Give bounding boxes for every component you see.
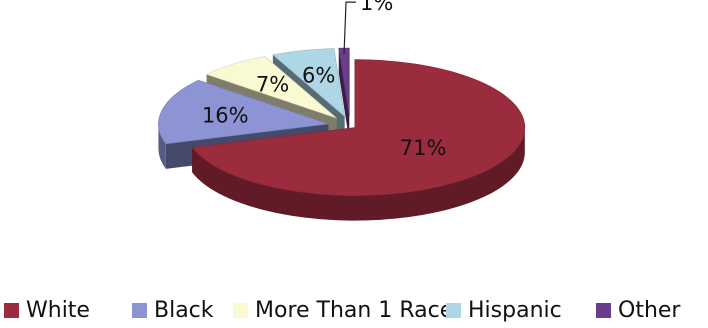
legend-swatch-more-than-1-race: [233, 303, 248, 318]
legend: White Black More Than 1 Race Hispanic Ot…: [0, 296, 708, 328]
data-label-more-than-1-race: 7%: [256, 73, 289, 97]
data-label-white: 71%: [400, 136, 447, 160]
pie-slice-more-than-1-race: [205, 56, 337, 119]
legend-label-hispanic: Hispanic: [468, 298, 562, 323]
legend-item-more-than-1-race: More Than 1 Race: [233, 298, 453, 323]
data-label-hispanic: 6%: [302, 64, 335, 88]
legend-label-other: Other: [618, 298, 681, 323]
pie-tops: [158, 47, 526, 196]
data-label-black: 16%: [202, 104, 249, 128]
legend-label-more-than-1-race: More Than 1 Race: [255, 298, 454, 323]
pie-slice-black: [158, 79, 329, 145]
pie-slice-hispanic: [272, 48, 346, 118]
legend-label-white: White: [26, 298, 90, 323]
legend-item-white: White: [4, 298, 90, 323]
leader-line-other: [343, 1, 357, 55]
legend-item-hispanic: Hispanic: [446, 298, 562, 323]
legend-item-other: Other: [596, 298, 680, 323]
legend-swatch-other: [596, 303, 611, 318]
data-label-other: 1%: [360, 0, 393, 15]
pie-slice-white: [191, 59, 526, 196]
pie-labels: 71% 16% 7% 6% 1%: [202, 0, 447, 160]
legend-swatch-white: [4, 303, 19, 318]
pie-svg: 71% 16% 7% 6% 1%: [158, 0, 526, 221]
legend-item-black: Black: [132, 298, 214, 323]
pie-side-other: [338, 48, 350, 142]
legend-swatch-black: [132, 303, 147, 318]
legend-swatch-hispanic: [446, 303, 461, 318]
legend-label-black: Black: [154, 298, 214, 323]
